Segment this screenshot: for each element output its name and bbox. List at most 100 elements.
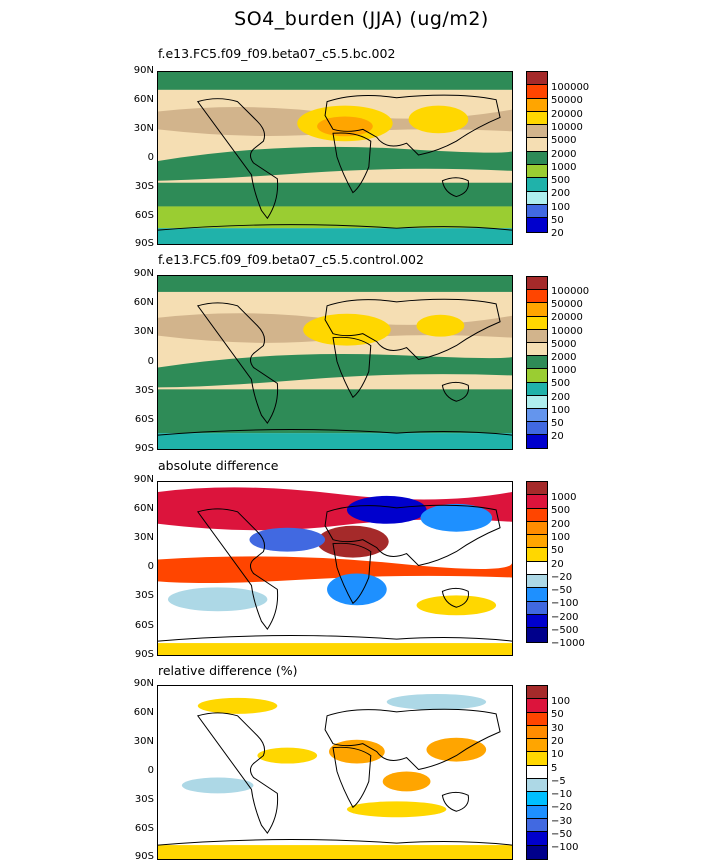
- colorbar-swatch: [527, 832, 547, 846]
- colorbar-level-label: 200: [551, 518, 571, 530]
- colorbar-swatch: [527, 792, 547, 806]
- colorbar-swatch: [527, 725, 547, 740]
- colorbar-level-label: 10000: [551, 121, 583, 133]
- colorbar-swatch: [527, 85, 547, 99]
- coastlines: [158, 708, 512, 846]
- lat-tick: 30S: [134, 590, 154, 601]
- sahara-plume: [303, 313, 391, 346]
- colorbar-swatch: [527, 628, 547, 642]
- colorbar-swatch: [527, 601, 547, 615]
- antarctic-band: [158, 433, 512, 449]
- colorbar-swatch: [527, 422, 547, 436]
- panel-4-title: relative difference (%): [158, 663, 298, 678]
- panel-2-map-svg: [158, 276, 512, 449]
- colorbar-swatch: [527, 561, 547, 576]
- panel-1-title: f.e13.FC5.f09_f09.beta07_c5.5.bc.002: [158, 46, 396, 61]
- colorbar-swatch: [527, 342, 547, 357]
- colorbar-level-label: 2000: [551, 352, 577, 363]
- panel-2-map: [157, 275, 513, 450]
- colorbar-swatch: [527, 138, 547, 152]
- panel-2-title: f.e13.FC5.f09_f09.beta07_c5.5.control.00…: [158, 252, 424, 267]
- atlantic-blue: [249, 527, 326, 552]
- colorbar-swatch: [527, 356, 547, 370]
- colorbar-swatch: [527, 435, 547, 449]
- lat-tick: 0: [147, 561, 154, 572]
- colorbar-level-label: −100: [551, 842, 579, 854]
- colorbar-swatch: [527, 218, 547, 232]
- colorbar-swatch: [527, 178, 547, 192]
- colorbar-swatch: [527, 111, 547, 126]
- colorbar-level-label: 100: [551, 404, 571, 416]
- colorbar-swatch: [527, 290, 547, 304]
- lat-tick: 30N: [133, 532, 154, 543]
- lat-tick: 90N: [133, 474, 154, 485]
- asia-plume: [416, 314, 465, 337]
- lat-tick: 90S: [134, 851, 154, 862]
- colorbar-swatch: [527, 614, 547, 629]
- lat-tick: 90N: [133, 678, 154, 689]
- colorbar-level-label: 50: [551, 709, 564, 721]
- colorbar-swatch: [527, 495, 547, 509]
- lat-tick: 90S: [134, 443, 154, 454]
- antarctic-yellow: [158, 845, 512, 859]
- colorbar-level-label: 20000: [551, 312, 583, 324]
- lat-tick: 60S: [134, 210, 154, 221]
- colorbar-swatch: [527, 277, 547, 291]
- colorbar-swatch: [527, 845, 547, 859]
- lat-tick: 60S: [134, 620, 154, 631]
- colorbar-level-label: −20: [551, 571, 573, 583]
- colorbar-swatch: [527, 508, 547, 522]
- colorbar-swatch: [527, 204, 547, 219]
- lat-tick: 30S: [134, 794, 154, 805]
- colorbar-swatch: [527, 548, 547, 562]
- colorbar-level-label: −100: [551, 598, 579, 610]
- colorbar-swatch: [527, 699, 547, 713]
- lat-tick: 0: [147, 765, 154, 776]
- lat-tick: 60S: [134, 823, 154, 834]
- lat-tick: 30N: [133, 326, 154, 337]
- coastlines: [158, 504, 512, 642]
- s-midlat-band: [158, 182, 512, 207]
- lat-tick: 90S: [134, 649, 154, 660]
- colorbar-level-label: 500: [551, 175, 571, 187]
- ocean-yellow: [416, 595, 497, 616]
- colorbar-level-label: 20: [551, 735, 564, 747]
- colorbar-level-label: −50: [551, 585, 573, 597]
- map-base-fill: [158, 686, 512, 859]
- colorbar-swatch: [527, 752, 547, 766]
- indian-orange: [382, 771, 431, 792]
- colorbar-level-label: 10000: [551, 325, 583, 337]
- colorbar-level-label: 5000: [551, 135, 577, 147]
- lat-tick: 60S: [134, 414, 154, 425]
- pacific-blue: [181, 777, 254, 794]
- asia-blue: [420, 503, 493, 532]
- panel-1-map-svg: [158, 72, 512, 244]
- colorbar-level-label: −1000: [551, 638, 585, 650]
- colorbar-swatch: [527, 575, 547, 589]
- colorbar-swatch: [527, 369, 547, 383]
- high-lat-band: [158, 276, 512, 292]
- panel-4-map-svg: [158, 686, 512, 859]
- colorbar-level-label: −5: [551, 775, 566, 787]
- colorbar-swatch: [527, 765, 547, 780]
- colorbar-level-label: −10: [551, 789, 573, 801]
- antarctic-band: [158, 228, 512, 244]
- asia-orange: [426, 737, 487, 762]
- colorbar-level-label: −200: [551, 611, 579, 623]
- colorbar-swatch: [527, 818, 547, 833]
- lat-tick: 60N: [133, 94, 154, 105]
- colorbar-level-label: 500: [551, 505, 571, 517]
- n-yellow-patch: [197, 697, 278, 714]
- colorbar-level-label: 20: [551, 558, 564, 570]
- tropical-red: [158, 556, 512, 584]
- colorbar-swatch: [527, 779, 547, 793]
- colorbar-level-label: 100: [551, 201, 571, 213]
- coastlines: [158, 94, 512, 231]
- colorbar-level-label: 20: [551, 431, 564, 443]
- panel-2-colorbar: [526, 276, 548, 450]
- safrica-blue: [327, 573, 387, 606]
- colorbar-level-label: 50000: [551, 95, 583, 107]
- lat-tick: 0: [147, 356, 154, 367]
- colorbar-swatch: [527, 739, 547, 753]
- colorbar-swatch: [527, 72, 547, 86]
